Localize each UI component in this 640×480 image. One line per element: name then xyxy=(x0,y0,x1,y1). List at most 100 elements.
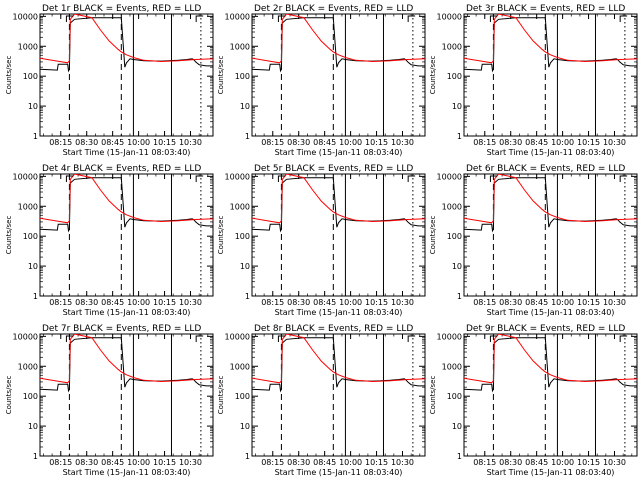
y-tick-label: 1 xyxy=(245,132,250,141)
y-tick-label: 1000 xyxy=(230,362,250,371)
x-tick-label: 10:30 xyxy=(391,138,414,147)
y-tick-label: 100 xyxy=(23,232,38,241)
x-tick-label: 10:00 xyxy=(127,298,150,307)
panel-det-5r: Det 5r BLACK = Events, RED = LLD 1 10 100 10… xyxy=(217,164,426,317)
x-tick-label: 10:00 xyxy=(551,458,574,467)
plot-frame xyxy=(251,13,426,137)
y-tick-label: 10 xyxy=(28,422,38,431)
flag-marker xyxy=(619,335,628,342)
series-line-red-lld xyxy=(464,174,637,224)
x-axis-label: Start Time (15-Jan-11 08:03:40) xyxy=(275,468,403,477)
flag-marker xyxy=(277,175,286,182)
y-tick-label: 10 xyxy=(240,422,250,431)
y-tick-label: 10 xyxy=(452,262,462,271)
series-line-red-lld xyxy=(40,174,213,224)
panel-title: Det 3r BLACK = Events, RED = LLD xyxy=(466,4,625,14)
x-tick-label: 08:45 xyxy=(313,458,336,467)
y-tick-label: 10 xyxy=(240,262,250,271)
panel-title: Det 6r BLACK = Events, RED = LLD xyxy=(466,164,625,174)
y-axis-label: Counts/sec xyxy=(5,216,13,255)
x-tick-label: 10:30 xyxy=(603,458,626,467)
x-tick-label: 08:15 xyxy=(49,298,72,307)
x-tick-label: 08:15 xyxy=(261,138,284,147)
flag-marker xyxy=(65,15,74,22)
panel-title: Det 8r BLACK = Events, RED = LLD xyxy=(254,324,413,334)
y-tick-label: 100 xyxy=(447,232,462,241)
x-axis-label: Start Time (15-Jan-11 08:03:40) xyxy=(63,308,191,317)
x-tick-label: 08:30 xyxy=(499,298,522,307)
y-tick-label: 10000 xyxy=(13,12,38,21)
y-tick-label: 10000 xyxy=(225,12,250,21)
x-tick-label: 08:30 xyxy=(75,138,98,147)
plot-frame xyxy=(251,173,426,297)
x-tick-label: 10:30 xyxy=(603,138,626,147)
plot-frame xyxy=(39,13,214,137)
x-tick-label: 08:45 xyxy=(313,138,336,147)
series-line-red-lld xyxy=(252,334,425,384)
y-tick-label: 1 xyxy=(245,292,250,301)
x-axis-label: Start Time (15-Jan-11 08:03:40) xyxy=(63,148,191,157)
y-tick-label: 1000 xyxy=(18,362,38,371)
flag-marker xyxy=(489,335,498,342)
flag-marker xyxy=(489,175,498,182)
plot-frame xyxy=(251,333,426,457)
y-axis-label: Counts/sec xyxy=(429,376,437,415)
x-axis-label: Start Time (15-Jan-11 08:03:40) xyxy=(275,148,403,157)
y-tick-label: 1 xyxy=(457,292,462,301)
panel-det-4r: Det 4r BLACK = Events, RED = LLD 1 10 100 10… xyxy=(5,164,214,317)
plot-frame xyxy=(463,333,638,457)
y-tick-label: 1 xyxy=(33,452,38,461)
x-tick-label: 10:15 xyxy=(365,458,388,467)
x-tick-label: 08:15 xyxy=(473,298,496,307)
panel-det-9r: Det 9r BLACK = Events, RED = LLD 1 10 100 10… xyxy=(429,324,638,477)
y-tick-label: 1000 xyxy=(230,202,250,211)
series-line-red-lld xyxy=(464,334,637,384)
x-tick-label: 10:15 xyxy=(153,138,176,147)
x-tick-label: 10:30 xyxy=(391,458,414,467)
x-tick-label: 10:00 xyxy=(339,298,362,307)
x-tick-label: 08:30 xyxy=(287,298,310,307)
x-tick-label: 10:30 xyxy=(391,298,414,307)
series-group xyxy=(464,174,637,233)
flag-marker xyxy=(407,175,416,182)
flag-marker xyxy=(195,175,204,182)
y-tick-label: 1 xyxy=(457,132,462,141)
x-tick-label: 08:30 xyxy=(499,138,522,147)
x-tick-label: 10:00 xyxy=(127,458,150,467)
panel-det-2r: Det 2r BLACK = Events, RED = LLD 1 10 100 10… xyxy=(217,4,426,157)
x-tick-label: 08:15 xyxy=(473,458,496,467)
flag-marker xyxy=(489,15,498,22)
flag-marker xyxy=(195,15,204,22)
flag-marker xyxy=(277,335,286,342)
plot-frame xyxy=(463,13,638,137)
series-line-red-lld xyxy=(40,334,213,384)
panel-det-6r: Det 6r BLACK = Events, RED = LLD 1 10 100 10… xyxy=(429,164,638,317)
panel-det-3r: Det 3r BLACK = Events, RED = LLD 1 10 100 10… xyxy=(429,4,638,157)
panel-title: Det 2r BLACK = Events, RED = LLD xyxy=(254,4,413,14)
series-group xyxy=(252,334,425,393)
flag-marker xyxy=(619,15,628,22)
y-tick-label: 10000 xyxy=(225,332,250,341)
y-tick-label: 100 xyxy=(235,232,250,241)
plot-frame xyxy=(39,173,214,297)
x-tick-label: 08:45 xyxy=(525,138,548,147)
y-tick-label: 1 xyxy=(457,452,462,461)
x-tick-label: 10:15 xyxy=(577,298,600,307)
x-tick-label: 08:30 xyxy=(75,298,98,307)
x-tick-label: 10:15 xyxy=(577,458,600,467)
x-tick-label: 08:45 xyxy=(525,298,548,307)
series-line-red-lld xyxy=(464,14,637,64)
panel-title: Det 9r BLACK = Events, RED = LLD xyxy=(466,324,625,334)
x-tick-label: 10:15 xyxy=(153,298,176,307)
x-tick-label: 10:15 xyxy=(365,298,388,307)
y-tick-label: 10 xyxy=(452,102,462,111)
series-line-red-lld xyxy=(40,14,213,64)
y-tick-label: 10000 xyxy=(437,12,462,21)
series-line-red-lld xyxy=(252,174,425,224)
y-axis-label: Counts/sec xyxy=(5,56,13,95)
series-group xyxy=(252,14,425,73)
flag-marker xyxy=(277,15,286,22)
y-axis-label: Counts/sec xyxy=(429,216,437,255)
x-axis-label: Start Time (15-Jan-11 08:03:40) xyxy=(487,148,615,157)
